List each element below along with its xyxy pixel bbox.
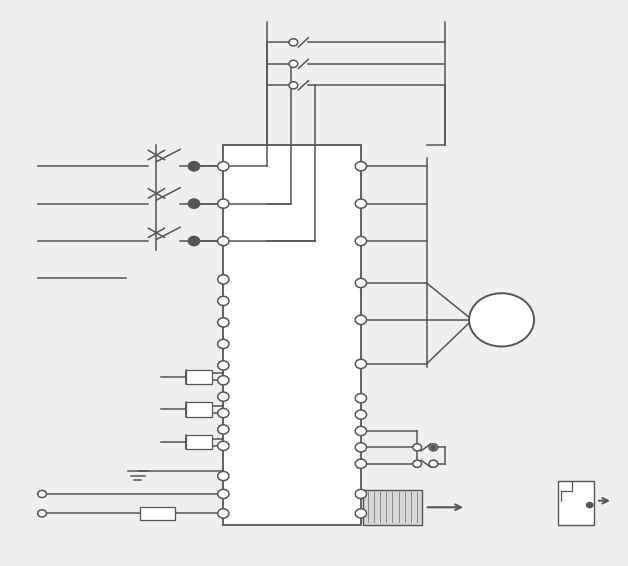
Circle shape — [218, 237, 229, 246]
Circle shape — [355, 199, 367, 208]
Circle shape — [355, 315, 367, 324]
Circle shape — [355, 162, 367, 171]
Bar — [186, 402, 212, 417]
Circle shape — [188, 237, 200, 246]
Circle shape — [587, 503, 593, 508]
Circle shape — [188, 162, 200, 171]
Bar — [186, 435, 212, 449]
Circle shape — [355, 278, 367, 288]
Circle shape — [218, 199, 229, 208]
Circle shape — [355, 426, 367, 436]
Circle shape — [218, 162, 229, 171]
Circle shape — [355, 359, 367, 368]
Circle shape — [355, 410, 367, 419]
Circle shape — [289, 60, 298, 67]
Circle shape — [218, 409, 229, 418]
Circle shape — [355, 237, 367, 246]
Circle shape — [38, 490, 46, 498]
Circle shape — [413, 460, 421, 468]
Circle shape — [429, 444, 438, 451]
Bar — [186, 370, 212, 384]
Circle shape — [218, 361, 229, 370]
Circle shape — [218, 425, 229, 434]
Circle shape — [218, 376, 229, 385]
Circle shape — [218, 490, 229, 499]
Circle shape — [355, 459, 367, 468]
Circle shape — [355, 509, 367, 518]
Circle shape — [218, 275, 229, 284]
Circle shape — [355, 443, 367, 452]
Circle shape — [429, 460, 438, 468]
Circle shape — [218, 509, 229, 518]
Circle shape — [218, 318, 229, 327]
Circle shape — [289, 82, 298, 89]
Circle shape — [289, 38, 298, 46]
Circle shape — [38, 510, 46, 517]
Circle shape — [218, 441, 229, 451]
Circle shape — [431, 445, 436, 449]
Bar — [224, 145, 361, 525]
Circle shape — [355, 393, 367, 403]
Bar — [140, 507, 175, 520]
Circle shape — [188, 199, 200, 208]
Circle shape — [218, 340, 229, 349]
Circle shape — [218, 297, 229, 306]
Circle shape — [355, 490, 367, 499]
Circle shape — [469, 293, 534, 346]
Circle shape — [218, 392, 229, 401]
Bar — [558, 481, 594, 525]
Circle shape — [413, 444, 421, 451]
Circle shape — [218, 471, 229, 481]
Bar — [363, 490, 422, 525]
